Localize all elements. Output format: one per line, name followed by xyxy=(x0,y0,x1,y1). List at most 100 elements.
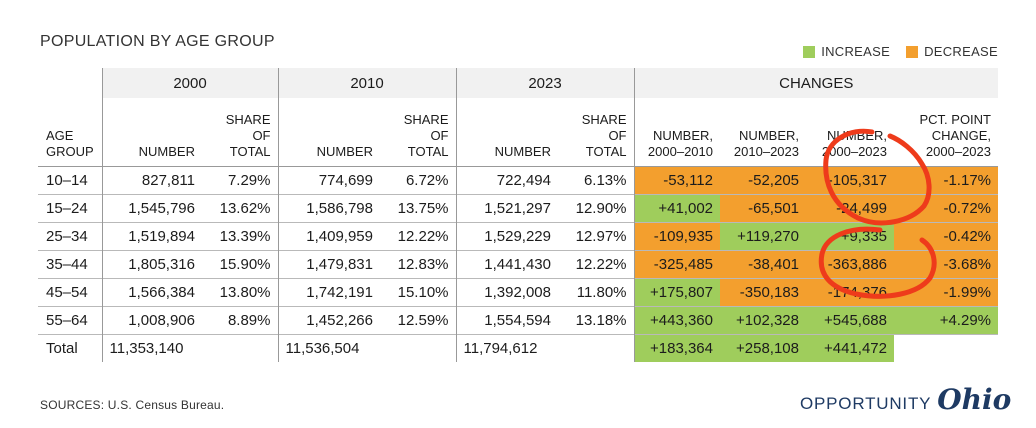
change-c1-cell: -325,485 xyxy=(633,250,720,279)
source-note: SOURCES: U.S. Census Bureau. xyxy=(40,398,225,412)
number-2023-cell: 1,441,430 xyxy=(455,250,558,279)
group-header-row: 2000 2010 2023 CHANGES xyxy=(38,68,998,98)
group-header-2010: 2010 xyxy=(277,68,456,98)
change-c2-cell: -65,501 xyxy=(720,194,806,223)
logo-script: Ohio xyxy=(937,383,1012,416)
share-2023-cell: 12.90% xyxy=(558,194,634,223)
change-c3-cell: +9,335 xyxy=(806,222,894,251)
change-c2-cell: +102,328 xyxy=(720,306,806,335)
age-group-cell: 25–34 xyxy=(38,222,102,251)
number-2000-cell: 827,811 xyxy=(101,166,202,195)
legend: INCREASE DECREASE xyxy=(787,44,998,59)
decrease-swatch xyxy=(906,45,919,58)
legend-increase: INCREASE xyxy=(803,44,890,59)
table-row: 45–54 1,566,384 13.80% 1,742,191 15.10% 1,392… xyxy=(38,278,998,307)
number-2023-cell: 1,521,297 xyxy=(455,194,558,223)
page-title: POPULATION BY AGE GROUP xyxy=(40,33,275,50)
number-2000-cell: 1,519,894 xyxy=(101,222,202,251)
col-change-2010-2023: NUMBER, 2010–2023 xyxy=(720,98,806,167)
share-2023-cell: 12.97% xyxy=(558,222,634,251)
change-c2-cell: -38,401 xyxy=(720,250,806,279)
group-header-2000: 2000 xyxy=(101,68,278,98)
change-c4-cell: -0.42% xyxy=(894,222,998,251)
number-2023-cell: 1,529,229 xyxy=(455,222,558,251)
change-c3-cell: -174,376 xyxy=(806,278,894,307)
table-row: 25–34 1,519,894 13.39% 1,409,959 12.22% 1,529… xyxy=(38,222,998,251)
number-2010-cell: 1,479,831 xyxy=(277,250,380,279)
legend-decrease-label: DECREASE xyxy=(924,44,998,59)
age-group-cell: 35–44 xyxy=(38,250,102,279)
share-2000-cell: 15.90% xyxy=(202,250,278,279)
share-2010-cell: 12.22% xyxy=(380,222,456,251)
share-2023-cell: 11.80% xyxy=(558,278,634,307)
total-number-2023-cell: 11,794,612 xyxy=(455,334,558,362)
table-row: 35–44 1,805,316 15.90% 1,479,831 12.83% 1,441… xyxy=(38,250,998,279)
change-c2-cell: +119,270 xyxy=(720,222,806,251)
total-change-c3-cell: +441,472 xyxy=(806,334,894,362)
change-c4-cell: +4.29% xyxy=(894,306,998,335)
change-c4-cell: -1.17% xyxy=(894,166,998,195)
col-age-group: AGE GROUP xyxy=(38,98,102,167)
population-table: 2000 2010 2023 CHANGES AGE GROUP NUMBER S… xyxy=(38,68,998,362)
col-share-2000: SHARE OF TOTAL xyxy=(202,98,278,167)
number-2000-cell: 1,805,316 xyxy=(101,250,202,279)
opportunity-ohio-logo: OPPORTUNITY Ohio xyxy=(800,386,1011,414)
age-group-cell: 15–24 xyxy=(38,194,102,223)
share-2010-cell: 12.83% xyxy=(380,250,456,279)
number-2023-cell: 1,392,008 xyxy=(455,278,558,307)
total-share-2010-cell xyxy=(380,334,456,362)
share-2000-cell: 13.80% xyxy=(202,278,278,307)
table-body: 10–14 827,811 7.29% 774,699 6.72% 722,494 6.13… xyxy=(38,166,998,362)
share-2023-cell: 6.13% xyxy=(558,166,634,195)
col-pct-point-change: PCT. POINT CHANGE, 2000–2023 xyxy=(894,98,998,167)
col-number-2000: NUMBER xyxy=(101,98,202,167)
number-2023-cell: 1,554,594 xyxy=(455,306,558,335)
increase-swatch xyxy=(803,45,816,58)
table-row: 55–64 1,008,906 8.89% 1,452,266 12.59% 1,554,… xyxy=(38,306,998,335)
share-2010-cell: 6.72% xyxy=(380,166,456,195)
change-c3-cell: -105,317 xyxy=(806,166,894,195)
change-c1-cell: +443,360 xyxy=(633,306,720,335)
share-2000-cell: 7.29% xyxy=(202,166,278,195)
column-header-row: AGE GROUP NUMBER SHARE OF TOTAL NUMBER SHA… xyxy=(38,98,998,167)
total-number-2000-cell: 11,353,140 xyxy=(101,334,202,362)
change-c1-cell: -109,935 xyxy=(633,222,720,251)
share-2010-cell: 13.75% xyxy=(380,194,456,223)
change-c3-cell: -24,499 xyxy=(806,194,894,223)
number-2000-cell: 1,008,906 xyxy=(101,306,202,335)
total-number-2010-cell: 11,536,504 xyxy=(277,334,380,362)
change-c2-cell: -52,205 xyxy=(720,166,806,195)
number-2000-cell: 1,545,796 xyxy=(101,194,202,223)
share-2000-cell: 8.89% xyxy=(202,306,278,335)
legend-increase-label: INCREASE xyxy=(821,44,891,59)
group-header-blank xyxy=(38,68,102,98)
total-row: Total 11,353,140 11,536,504 11,794,612 +183,… xyxy=(38,334,998,362)
col-share-2023: SHARE OF TOTAL xyxy=(558,98,634,167)
total-change-c1-cell: +183,364 xyxy=(633,334,720,362)
number-2010-cell: 1,409,959 xyxy=(277,222,380,251)
number-2023-cell: 722,494 xyxy=(455,166,558,195)
age-group-cell: 45–54 xyxy=(38,278,102,307)
number-2010-cell: 1,452,266 xyxy=(277,306,380,335)
share-2023-cell: 13.18% xyxy=(558,306,634,335)
legend-decrease: DECREASE xyxy=(906,44,998,59)
share-2010-cell: 12.59% xyxy=(380,306,456,335)
col-share-2010: SHARE OF TOTAL xyxy=(380,98,456,167)
change-c1-cell: +41,002 xyxy=(633,194,720,223)
col-number-2010: NUMBER xyxy=(277,98,380,167)
total-label-cell: Total xyxy=(38,334,102,362)
change-c4-cell: -3.68% xyxy=(894,250,998,279)
age-group-cell: 55–64 xyxy=(38,306,102,335)
number-2010-cell: 1,586,798 xyxy=(277,194,380,223)
group-header-2023: 2023 xyxy=(455,68,634,98)
change-c3-cell: -363,886 xyxy=(806,250,894,279)
col-change-2000-2010: NUMBER, 2000–2010 xyxy=(633,98,720,167)
share-2000-cell: 13.39% xyxy=(202,222,278,251)
change-c2-cell: -350,183 xyxy=(720,278,806,307)
logo-word: OPPORTUNITY xyxy=(800,394,932,413)
total-change-c2-cell: +258,108 xyxy=(720,334,806,362)
change-c4-cell: -1.99% xyxy=(894,278,998,307)
share-2010-cell: 15.10% xyxy=(380,278,456,307)
total-share-2023-cell xyxy=(558,334,634,362)
change-c3-cell: +545,688 xyxy=(806,306,894,335)
